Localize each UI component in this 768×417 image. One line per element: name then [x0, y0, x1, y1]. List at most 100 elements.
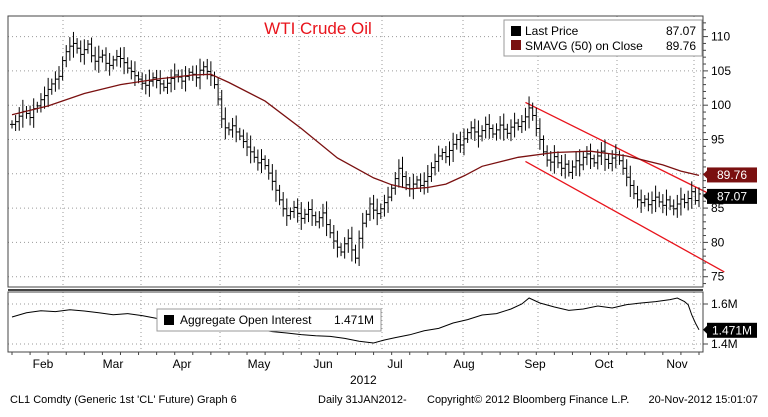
price-bar: [143, 74, 148, 95]
y-tick-label: 75: [711, 270, 725, 284]
y-tick-label: 85: [711, 201, 725, 215]
price-bar: [624, 159, 629, 187]
price-bar: [306, 201, 311, 223]
price-bar: [346, 229, 351, 253]
legend-label-last-price: Last Price: [525, 24, 579, 38]
x-month-label: Jul: [387, 357, 402, 371]
price-bar: [96, 45, 101, 73]
price-bar: [328, 219, 333, 239]
price-bar: [505, 123, 510, 139]
price-bar: [664, 189, 669, 216]
price-bar: [263, 155, 268, 170]
price-bar: [104, 47, 109, 72]
price-bar: [78, 40, 83, 63]
footer-range: Daily 31JAN2012-: [318, 394, 407, 406]
price-bar: [161, 79, 166, 92]
price-bar: [31, 98, 36, 128]
price-bar: [646, 192, 651, 212]
price-bar: [508, 119, 513, 142]
price-bar: [60, 56, 65, 81]
sma-series: [11, 73, 700, 190]
price-bar: [422, 172, 427, 195]
price-bar: [617, 150, 622, 165]
price-bar: [46, 77, 51, 108]
price-bar: [234, 115, 239, 143]
price-bar: [454, 134, 459, 150]
oi-last-tag-pointer: [703, 324, 708, 335]
price-bar: [425, 165, 430, 193]
price-bar: [118, 47, 123, 68]
last-value-tag-pointer: [703, 169, 708, 180]
price-bar: [433, 153, 438, 176]
price-bar: [331, 224, 336, 249]
price-bar: [516, 118, 521, 131]
price-bar: [284, 198, 289, 226]
price-bar: [559, 154, 564, 177]
price-bar: [429, 162, 434, 182]
price-bar: [100, 49, 105, 63]
price-bar: [324, 201, 329, 237]
main-legend: Last Price 87.07 SMAVG (50) on Close 89.…: [503, 19, 703, 57]
price-bar: [194, 65, 199, 87]
x-month-label: May: [248, 357, 271, 371]
oi-last-tag-box: [707, 322, 757, 338]
price-bar: [158, 70, 163, 95]
price-bar: [523, 107, 528, 131]
price-bar: [686, 190, 691, 211]
price-bar: [64, 45, 69, 68]
price-bar: [552, 145, 557, 174]
price-bar: [42, 86, 47, 109]
price-bar: [245, 132, 250, 157]
oi-legend-swatch: [164, 315, 174, 325]
price-bar: [584, 146, 589, 166]
price-bar: [266, 158, 271, 180]
price-bar: [13, 115, 18, 131]
chart-title: WTI Crude Oil: [264, 19, 372, 38]
price-bar: [190, 65, 195, 81]
price-bar: [82, 39, 87, 65]
open-interest-series: [11, 297, 700, 344]
x-month-label: Nov: [666, 357, 687, 371]
last-value-tag-price: 87.07: [703, 188, 757, 204]
price-bar: [38, 93, 43, 113]
price-bar: [302, 208, 307, 224]
footer-security: CL1 Comdty (Generic 1st 'CL' Future) Gra…: [10, 394, 237, 406]
price-bar: [570, 160, 575, 180]
price-bar: [545, 145, 550, 167]
channel-layer: [525, 101, 725, 273]
price-bar: [660, 194, 665, 214]
price-bar: [458, 131, 463, 153]
price-bar: [563, 153, 568, 179]
price-bar: [107, 53, 112, 76]
price-bar: [465, 128, 470, 143]
price-bar: [75, 38, 80, 54]
price-bar: [49, 78, 54, 95]
price-bar: [205, 58, 210, 80]
price-bar: [451, 132, 456, 162]
price-series: [10, 31, 701, 267]
price-bar: [487, 114, 492, 139]
price-bar: [382, 194, 387, 217]
price-bar: [255, 149, 260, 171]
price-bar: [198, 58, 203, 90]
price-bar: [169, 69, 174, 93]
price-bar: [281, 192, 286, 217]
price-bar: [527, 96, 532, 129]
price-bar: [223, 107, 228, 140]
price-bar: [447, 141, 452, 166]
price-bar: [671, 199, 676, 216]
price-bar: [678, 187, 683, 216]
legend-swatch-last-price: [511, 26, 521, 36]
x-month-label: Oct: [595, 357, 614, 371]
price-bar: [252, 146, 257, 163]
price-bar: [295, 198, 300, 223]
y-tick-label: 110: [711, 30, 730, 44]
oi-legend-box: [156, 308, 382, 332]
price-bar: [270, 164, 275, 191]
price-bar: [407, 176, 412, 197]
price-bar: [216, 78, 221, 106]
price-bar: [469, 121, 474, 140]
price-bar: [443, 145, 448, 164]
price-bar: [122, 47, 127, 75]
price-bar: [241, 129, 246, 149]
